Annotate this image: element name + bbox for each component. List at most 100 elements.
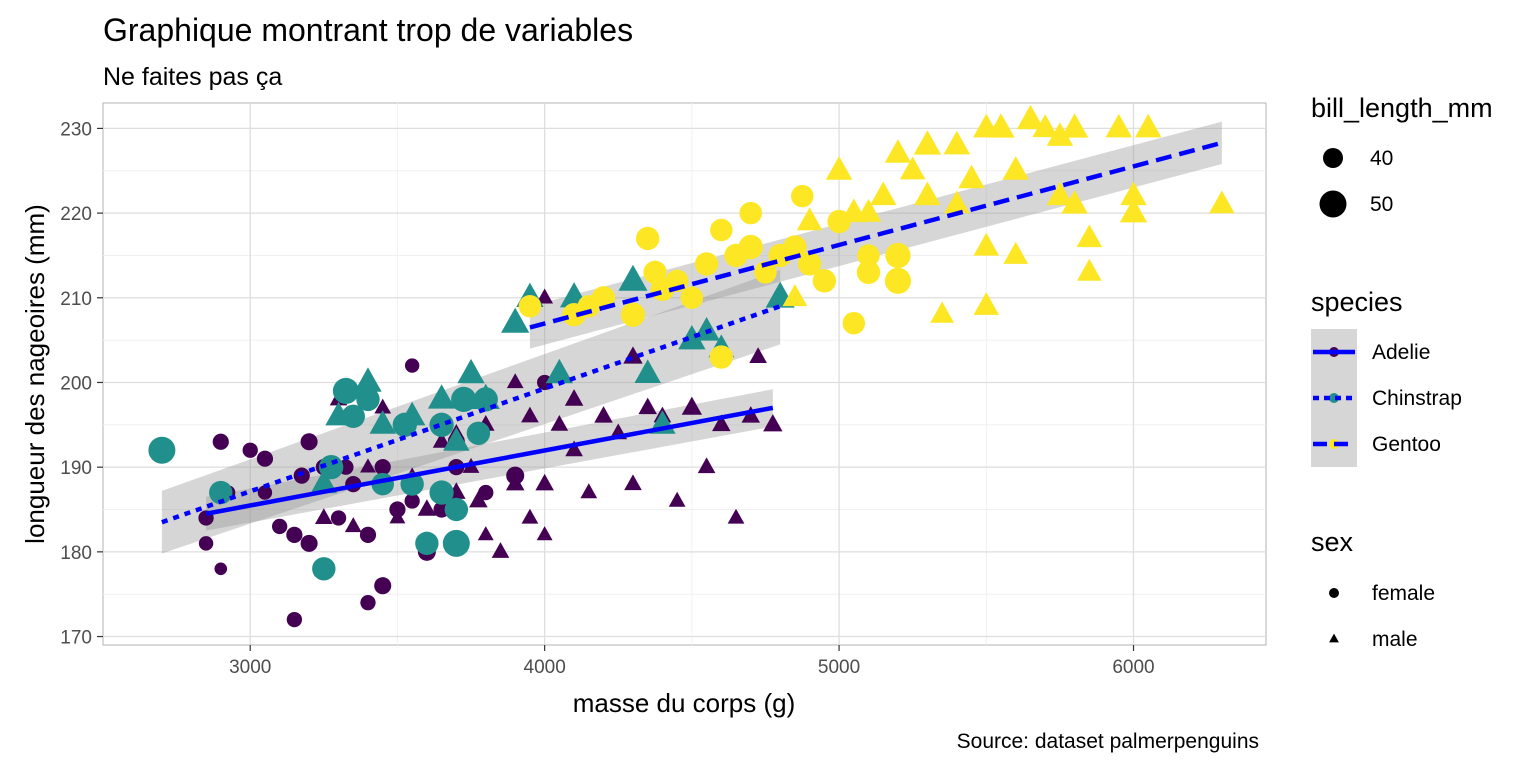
data-point-gentoo bbox=[1134, 113, 1162, 138]
data-point-gentoo bbox=[1046, 122, 1074, 146]
data-point-adelie bbox=[550, 415, 569, 431]
legend-size-label: 40 bbox=[1370, 147, 1393, 170]
data-point-chinstrap bbox=[634, 359, 661, 383]
data-point-chinstrap bbox=[471, 383, 500, 409]
data-point-gentoo bbox=[1003, 241, 1029, 264]
data-point-chinstrap bbox=[444, 497, 469, 522]
data-point-adelie bbox=[214, 562, 228, 576]
data-point-gentoo bbox=[1046, 181, 1074, 206]
trend-line-chinstrap bbox=[161, 304, 781, 525]
data-point-adelie bbox=[242, 442, 258, 458]
data-point-gentoo bbox=[812, 269, 837, 293]
confidence-band-gentoo bbox=[529, 121, 1222, 349]
y-tick-label: 220 bbox=[60, 204, 92, 225]
data-point-adelie bbox=[506, 373, 524, 389]
data-point-adelie bbox=[749, 347, 767, 364]
data-point-adelie bbox=[763, 414, 783, 432]
data-point-chinstrap bbox=[312, 557, 336, 581]
y-tick-label: 180 bbox=[60, 543, 92, 564]
data-point-chinstrap bbox=[442, 529, 470, 557]
data-point-gentoo bbox=[1120, 181, 1147, 206]
data-point-chinstrap bbox=[415, 531, 439, 556]
y-tick-label: 200 bbox=[60, 373, 92, 394]
data-point-gentoo bbox=[987, 113, 1015, 138]
data-point-adelie bbox=[624, 474, 642, 491]
legend-species-key-point bbox=[1329, 393, 1339, 403]
data-point-adelie bbox=[389, 509, 406, 524]
legend-sex-label: female bbox=[1372, 582, 1435, 605]
legend-species-label: Adelie bbox=[1372, 341, 1430, 364]
data-point-adelie bbox=[256, 450, 274, 467]
data-point-adelie bbox=[286, 611, 303, 628]
legend-species-title: species bbox=[1311, 287, 1403, 317]
data-point-adelie bbox=[638, 397, 657, 415]
data-point-gentoo bbox=[738, 234, 763, 260]
data-point-adelie bbox=[360, 458, 376, 473]
data-point-gentoo bbox=[1119, 197, 1148, 223]
data-point-adelie bbox=[521, 508, 539, 524]
data-point-adelie bbox=[198, 536, 214, 551]
data-point-gentoo bbox=[825, 156, 853, 180]
data-point-adelie bbox=[505, 473, 525, 491]
data-point-adelie bbox=[286, 526, 303, 544]
data-point-gentoo bbox=[635, 226, 660, 251]
data-point-gentoo bbox=[855, 198, 882, 222]
data-point-adelie bbox=[374, 577, 392, 595]
legend-sex-key bbox=[1329, 633, 1339, 643]
data-point-gentoo bbox=[518, 295, 542, 318]
data-point-gentoo bbox=[943, 130, 971, 155]
data-point-gentoo bbox=[796, 207, 823, 231]
data-point-adelie bbox=[478, 484, 494, 501]
legend-size-key bbox=[1319, 190, 1347, 218]
data-point-gentoo bbox=[857, 244, 880, 267]
data-point-chinstrap bbox=[325, 401, 352, 426]
data-point-gentoo bbox=[739, 201, 762, 225]
data-point-gentoo bbox=[944, 190, 970, 214]
data-point-gentoo bbox=[842, 311, 866, 335]
data-point-adelie bbox=[374, 398, 392, 414]
data-point-adelie bbox=[565, 440, 583, 457]
data-point-chinstrap bbox=[429, 480, 454, 505]
data-point-gentoo bbox=[1016, 104, 1045, 130]
data-point-gentoo bbox=[1032, 114, 1058, 138]
data-point-gentoo bbox=[1002, 156, 1029, 180]
data-point-adelie bbox=[712, 414, 731, 432]
data-point-adelie bbox=[477, 526, 494, 541]
data-point-adelie bbox=[491, 542, 510, 558]
data-point-gentoo bbox=[783, 235, 807, 259]
data-point-chinstrap bbox=[398, 401, 426, 426]
data-point-adelie bbox=[404, 358, 420, 373]
data-point-adelie bbox=[257, 485, 273, 500]
chart-caption: Source: dataset palmerpenguins bbox=[957, 730, 1259, 753]
data-point-adelie bbox=[681, 396, 703, 415]
data-point-gentoo bbox=[1061, 189, 1088, 214]
legend-sex-key bbox=[1329, 588, 1339, 598]
legend-size-key bbox=[1323, 148, 1343, 168]
data-point-gentoo bbox=[710, 218, 733, 242]
data-point-chinstrap bbox=[429, 412, 454, 437]
plot-panel bbox=[102, 102, 1267, 646]
chart-title: Graphique montrant trop de variables bbox=[103, 12, 633, 48]
data-point-chinstrap bbox=[678, 324, 706, 350]
data-point-gentoo bbox=[1076, 224, 1103, 248]
data-point-adelie bbox=[330, 510, 347, 526]
data-point-chinstrap bbox=[332, 377, 359, 404]
data-point-gentoo bbox=[1105, 113, 1133, 138]
y-tick-label: 230 bbox=[60, 119, 92, 140]
data-point-chinstrap bbox=[356, 387, 380, 412]
data-point-adelie bbox=[359, 526, 377, 544]
data-point-chinstrap bbox=[427, 384, 456, 409]
data-point-chinstrap bbox=[545, 358, 574, 384]
chart-subtitle: Ne faites pas ça bbox=[103, 63, 282, 91]
data-point-gentoo bbox=[930, 301, 955, 323]
legend-species-label: Chinstrap bbox=[1372, 387, 1462, 410]
data-point-chinstrap bbox=[209, 480, 233, 505]
data-point-adelie bbox=[535, 473, 554, 491]
data-point-gentoo bbox=[884, 267, 912, 294]
legend-size-label: 50 bbox=[1370, 193, 1393, 216]
x-tick-label: 5000 bbox=[818, 657, 860, 678]
data-point-gentoo bbox=[591, 286, 616, 310]
data-point-adelie bbox=[300, 534, 318, 552]
data-point-gentoo bbox=[914, 181, 941, 206]
